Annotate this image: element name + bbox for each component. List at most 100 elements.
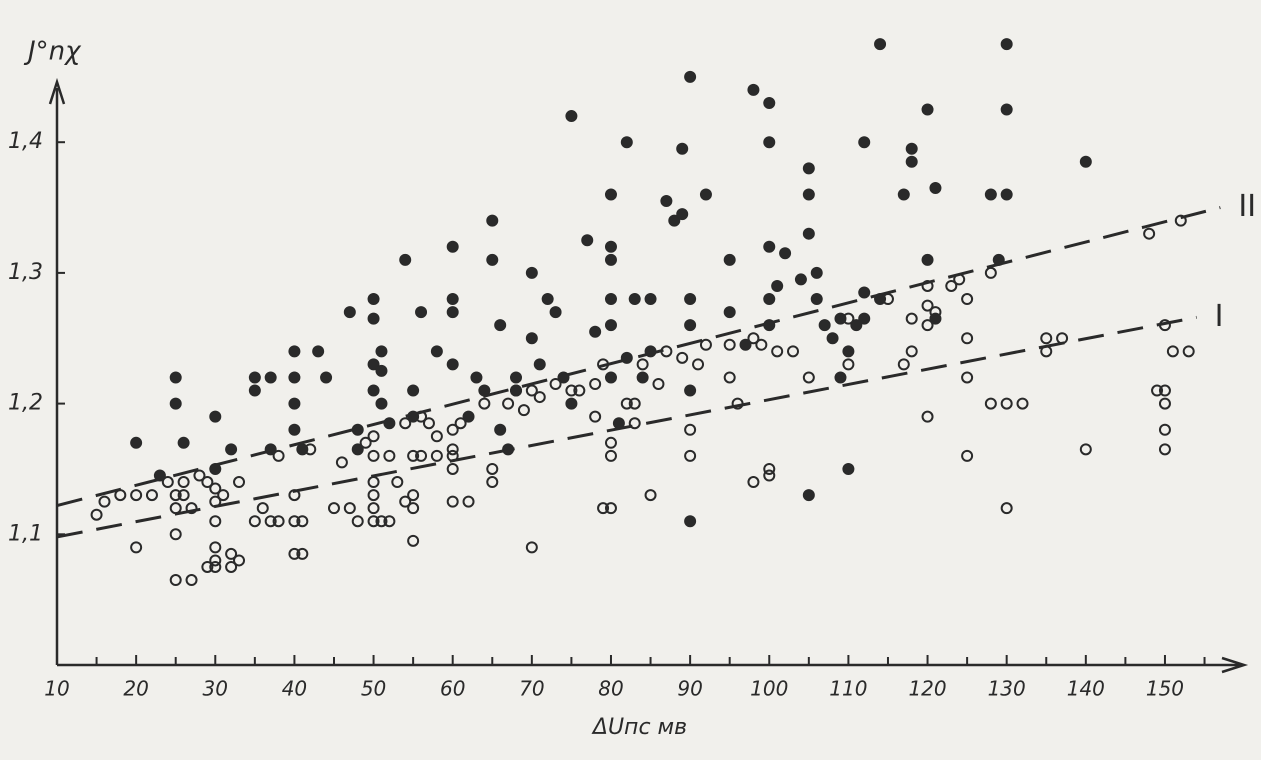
x-tick-label: 20 — [123, 677, 148, 701]
point — [763, 136, 776, 149]
point — [984, 397, 997, 410]
point — [858, 136, 871, 149]
point — [256, 502, 269, 515]
point — [905, 155, 918, 168]
point — [723, 338, 736, 351]
point — [858, 286, 871, 299]
point — [367, 312, 380, 325]
x-tick-label: 120 — [908, 677, 946, 701]
point — [1000, 397, 1013, 410]
y-tick-label: 1,2 — [8, 391, 43, 416]
point — [90, 508, 103, 521]
point — [763, 293, 776, 306]
point — [169, 528, 182, 541]
point — [288, 397, 301, 410]
point — [684, 384, 697, 397]
point — [446, 423, 459, 436]
point — [1182, 345, 1195, 358]
point — [367, 476, 380, 489]
x-tick-label: 90 — [677, 677, 702, 701]
point — [335, 456, 348, 469]
point — [169, 574, 182, 587]
point — [905, 345, 918, 358]
point — [225, 560, 238, 573]
point — [1079, 155, 1092, 168]
point — [794, 273, 807, 286]
point — [320, 371, 333, 384]
point — [1158, 423, 1171, 436]
trend-line — [56, 206, 1221, 507]
point — [185, 502, 198, 515]
y-tick-label: 1,3 — [8, 260, 43, 285]
point — [272, 515, 285, 528]
point — [684, 515, 697, 528]
point — [1000, 38, 1013, 51]
point — [779, 247, 792, 260]
point — [652, 377, 665, 390]
point — [510, 371, 523, 384]
point — [620, 136, 633, 149]
point — [747, 83, 760, 96]
point — [842, 358, 855, 371]
point — [494, 423, 507, 436]
point — [802, 489, 815, 502]
point — [145, 489, 158, 502]
point — [446, 293, 459, 306]
point — [684, 319, 697, 332]
point — [225, 443, 238, 456]
point — [288, 371, 301, 384]
point — [620, 397, 633, 410]
point — [304, 443, 317, 456]
point — [1000, 188, 1013, 201]
point — [446, 443, 459, 456]
point — [233, 554, 246, 567]
point — [407, 449, 420, 462]
point — [201, 476, 214, 489]
point — [763, 96, 776, 109]
x-tick-label: 60 — [440, 677, 465, 701]
point — [1158, 397, 1171, 410]
point — [921, 103, 934, 116]
point — [826, 332, 839, 345]
point — [399, 495, 412, 508]
point — [755, 338, 768, 351]
point — [628, 417, 641, 430]
x-tick-label: 30 — [203, 677, 228, 701]
point — [359, 436, 372, 449]
point — [407, 384, 420, 397]
point — [209, 554, 222, 567]
point — [407, 489, 420, 502]
point — [581, 234, 594, 247]
point — [1000, 502, 1013, 515]
point — [264, 515, 277, 528]
point — [153, 469, 166, 482]
point — [802, 371, 815, 384]
point — [565, 110, 578, 123]
point — [169, 489, 182, 502]
point — [486, 214, 499, 227]
point — [288, 515, 301, 528]
point — [604, 293, 617, 306]
point — [383, 515, 396, 528]
point — [684, 423, 697, 436]
point — [525, 541, 538, 554]
point — [296, 547, 309, 560]
point — [802, 162, 815, 175]
point — [367, 489, 380, 502]
point — [897, 358, 910, 371]
point — [525, 332, 538, 345]
x-tick-label: 70 — [519, 677, 544, 701]
point — [644, 489, 657, 502]
point — [177, 436, 190, 449]
point — [209, 410, 222, 423]
point — [494, 319, 507, 332]
point — [446, 306, 459, 319]
point — [98, 495, 111, 508]
point — [897, 188, 910, 201]
point — [462, 410, 475, 423]
point — [858, 312, 871, 325]
point — [343, 502, 356, 515]
point — [407, 534, 420, 547]
point — [399, 253, 412, 266]
point — [367, 293, 380, 306]
